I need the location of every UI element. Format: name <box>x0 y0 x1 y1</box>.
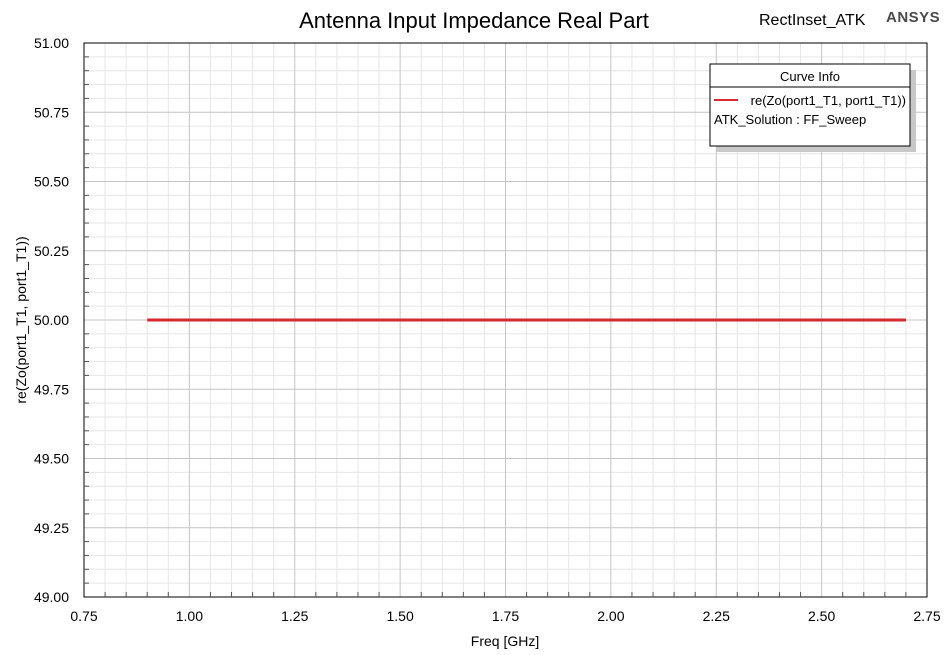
y-tick-label: 49.75 <box>34 381 69 397</box>
x-axis-label: Freq [GHz] <box>471 633 539 649</box>
x-tick-label: 1.75 <box>492 608 519 624</box>
x-tick-label: 2.50 <box>808 608 835 624</box>
legend[interactable]: Curve Info re(Zo(port1_T1, port1_T1)) AT… <box>709 63 916 152</box>
legend-solution-label: ATK_Solution : FF_Sweep <box>714 112 866 127</box>
x-tick-label: 1.50 <box>387 608 414 624</box>
x-tick-label: 1.00 <box>176 608 203 624</box>
y-tick-label: 49.25 <box>34 520 69 536</box>
x-tick-label: 2.75 <box>913 608 940 624</box>
y-tick-label: 50.25 <box>34 243 69 259</box>
x-tick-label: 0.75 <box>70 608 97 624</box>
legend-box <box>709 63 911 147</box>
y-tick-label: 49.00 <box>34 589 69 605</box>
x-tick-label: 2.00 <box>597 608 624 624</box>
plot-area <box>83 42 928 598</box>
design-name: RectInset_ATK <box>759 12 866 29</box>
legend-entry-label: re(Zo(port1_T1, port1_T1)) <box>751 93 906 108</box>
minor-ticks <box>84 56 907 597</box>
chart-title: Antenna Input Impedance Real Part <box>299 8 649 33</box>
y-tick-label: 50.75 <box>34 104 69 120</box>
y-tick-label: 49.50 <box>34 451 69 467</box>
x-tick-label: 1.25 <box>281 608 308 624</box>
brand-logo: ANSYS <box>886 9 940 26</box>
y-tick-label: 50.50 <box>34 174 69 190</box>
y-tick-label: 50.00 <box>34 312 69 328</box>
x-tick-label: 2.25 <box>703 608 730 624</box>
legend-title: Curve Info <box>780 69 840 84</box>
y-tick-labels: 51.00 50.75 50.50 50.25 50.00 49.75 49.50 49.25… <box>34 35 69 605</box>
x-tick-labels: 0.75 1.00 1.25 1.50 1.75 2.00 2.25 2.50 2.75 <box>70 608 940 624</box>
y-tick-label: 51.00 <box>34 35 69 51</box>
y-axis-label: re(Zo(port1_T1, port1_T1)) <box>13 236 29 403</box>
